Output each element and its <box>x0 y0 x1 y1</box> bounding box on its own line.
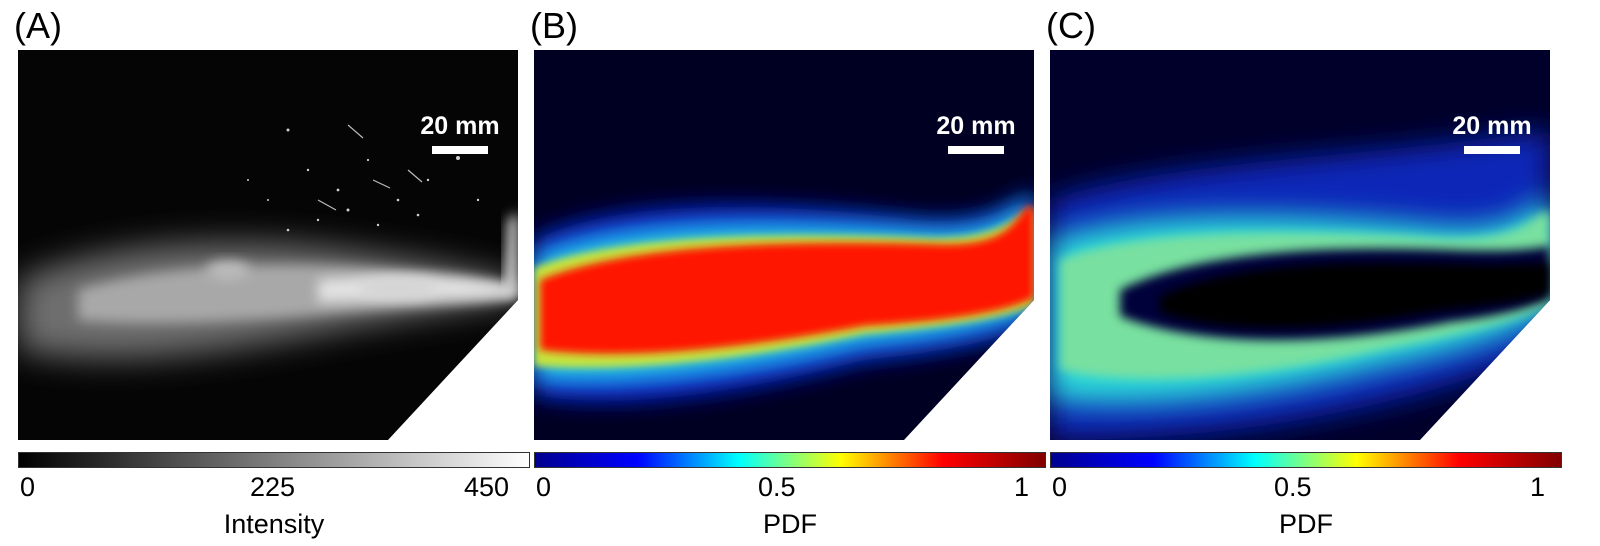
scale-bar-c: 20 mm <box>1444 112 1540 154</box>
scale-bar-a: 20 mm <box>412 112 508 154</box>
colorbar-tick-max: 1 <box>1014 472 1030 502</box>
pdf-map-b: 20 mm <box>534 50 1046 440</box>
pdf-map-graphic <box>1050 50 1562 440</box>
colorbar-tick-mid: 0.5 <box>758 472 796 502</box>
scale-bar-line <box>432 146 488 154</box>
colorbar-tick-min: 0 <box>20 472 36 502</box>
colorbar-tick-max: 1 <box>1530 472 1546 502</box>
panel-label-c: (C) <box>1046 5 1096 46</box>
scale-bar-label: 20 mm <box>420 112 500 140</box>
colorbar-title: PDF <box>1279 509 1333 539</box>
panel-label-a: (A) <box>14 5 62 46</box>
colorbar-tick-min: 0 <box>1052 472 1068 502</box>
colorbar-tick-mid: 225 <box>250 472 296 502</box>
panel-a: (A) <box>14 0 530 546</box>
colorbar-b <box>534 452 1046 468</box>
pdf-map-graphic <box>534 50 1046 440</box>
spray-intensity-graphic <box>18 50 530 440</box>
colorbar-title: Intensity <box>223 509 325 539</box>
scale-bar-line <box>948 146 1004 154</box>
colorbar-tick-mid: 0.5 <box>1274 472 1312 502</box>
panel-b: (B) 20 mm 0 0.5 1 PDF <box>530 0 1046 546</box>
panel-c: (C) 20 mm 0 0.5 1 PDF <box>1046 0 1562 546</box>
scale-bar-line <box>1464 146 1520 154</box>
colorbar-tick-max: 450 <box>464 472 510 502</box>
colorbar-a <box>18 452 530 468</box>
panel-label-b: (B) <box>530 5 578 46</box>
colorbar-c <box>1050 452 1562 468</box>
scale-bar-label: 20 mm <box>1452 112 1532 140</box>
colorbar-title: PDF <box>763 509 817 539</box>
colorbar-tick-min: 0 <box>536 472 552 502</box>
spray-intensity-image: 20 mm <box>18 50 530 440</box>
scale-bar-b: 20 mm <box>928 112 1024 154</box>
pdf-map-c: 20 mm <box>1050 50 1562 440</box>
scale-bar-label: 20 mm <box>936 112 1016 140</box>
